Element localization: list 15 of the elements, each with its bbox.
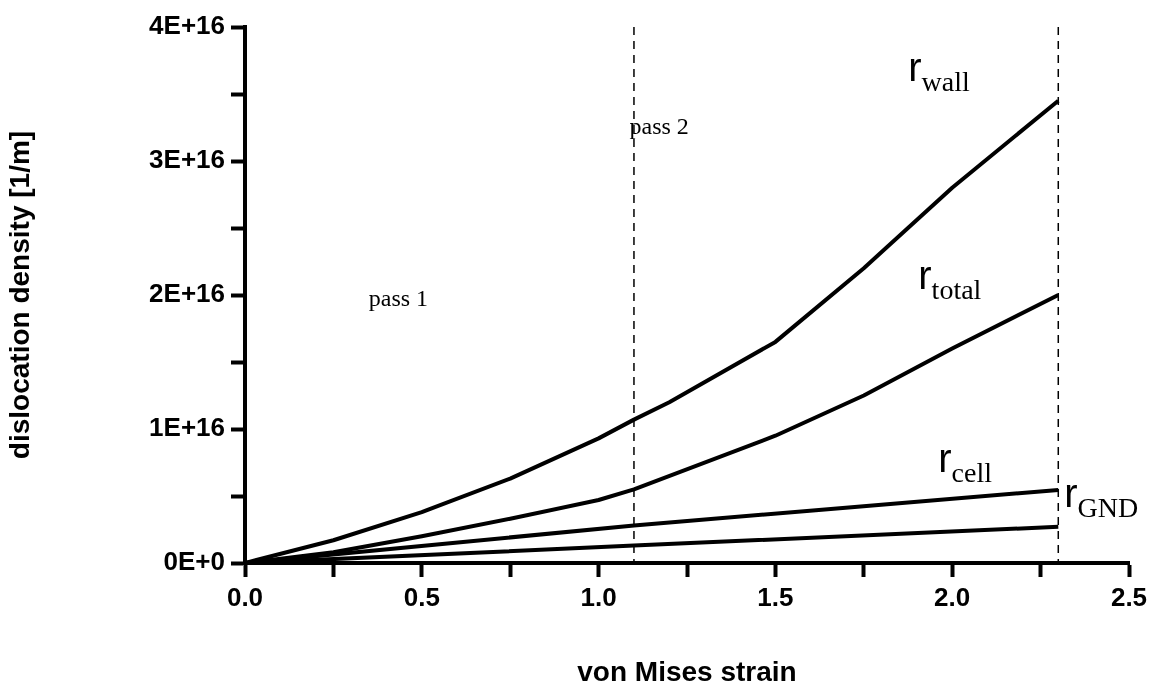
y-axis-title: dislocation density [1/m] bbox=[3, 130, 35, 460]
x-tick-label: 1.5 bbox=[757, 581, 794, 612]
y-tick-label: 0E+0 bbox=[163, 546, 225, 577]
x-tick-label: 2.0 bbox=[934, 581, 971, 612]
x-tick-label: 0.5 bbox=[403, 581, 440, 612]
annotation: pass 1 bbox=[368, 284, 429, 311]
y-tick-label: 2E+16 bbox=[149, 278, 225, 309]
annotation: pass 2 bbox=[629, 113, 689, 140]
x-tick-label: 2.5 bbox=[1110, 581, 1148, 612]
x-tick-label: 1.0 bbox=[580, 581, 617, 612]
y-tick-label: 4E+16 bbox=[149, 10, 225, 41]
x-tick-label: 0.0 bbox=[226, 581, 264, 612]
x-axis-title: von Mises strain bbox=[577, 655, 797, 687]
y-tick-label: 3E+16 bbox=[149, 144, 225, 175]
y-tick-label: 1E+16 bbox=[149, 412, 225, 443]
